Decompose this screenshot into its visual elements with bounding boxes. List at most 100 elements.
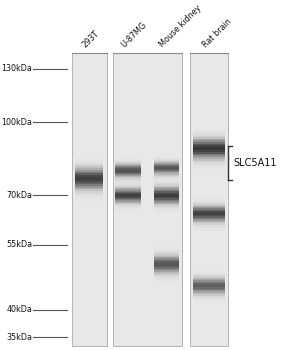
Bar — [75, 168, 103, 170]
Bar — [115, 180, 140, 181]
Bar — [154, 183, 179, 184]
Bar — [193, 301, 225, 303]
Bar — [193, 231, 225, 232]
Bar — [154, 170, 179, 171]
Bar — [154, 204, 179, 205]
Bar — [154, 184, 179, 186]
Bar — [115, 209, 140, 211]
Bar — [115, 205, 140, 207]
Bar — [154, 278, 179, 280]
Bar — [193, 135, 225, 137]
Text: Mouse kidney: Mouse kidney — [158, 4, 204, 49]
Text: 293T: 293T — [81, 28, 101, 49]
Bar — [75, 180, 103, 182]
Bar — [115, 186, 140, 187]
Bar — [193, 218, 225, 219]
Bar — [193, 299, 225, 300]
Text: 35kDa: 35kDa — [6, 333, 32, 342]
Bar — [115, 179, 140, 180]
Bar — [115, 202, 140, 203]
Bar — [115, 181, 140, 182]
Bar — [154, 173, 179, 174]
Bar — [193, 274, 225, 275]
Bar — [193, 144, 225, 145]
Bar — [154, 205, 179, 207]
Bar — [115, 203, 140, 204]
Bar — [154, 177, 179, 178]
Bar — [154, 175, 179, 177]
Bar — [154, 210, 179, 211]
Bar — [154, 174, 179, 175]
Bar — [154, 184, 179, 185]
Bar — [154, 251, 179, 253]
Bar — [193, 195, 225, 196]
Bar — [154, 207, 179, 208]
Bar — [75, 165, 103, 167]
Bar — [154, 168, 179, 169]
Bar — [193, 204, 225, 206]
Bar — [154, 160, 179, 161]
Bar — [193, 139, 225, 140]
Text: 130kDa: 130kDa — [1, 64, 32, 73]
Bar — [154, 211, 179, 213]
Bar — [154, 153, 179, 154]
Bar — [115, 159, 140, 160]
Bar — [75, 155, 103, 157]
Bar — [193, 126, 225, 128]
Bar — [193, 215, 225, 216]
Bar — [115, 197, 140, 198]
Bar — [113, 54, 182, 346]
Bar — [115, 184, 140, 186]
Bar — [154, 258, 179, 260]
Bar — [115, 156, 140, 157]
Bar — [193, 162, 225, 164]
Bar — [193, 296, 225, 297]
Bar — [154, 198, 179, 200]
Bar — [115, 161, 140, 162]
Bar — [75, 201, 103, 203]
Bar — [115, 183, 140, 184]
Bar — [154, 247, 179, 248]
Bar — [193, 140, 225, 142]
Bar — [190, 54, 228, 346]
Bar — [154, 273, 179, 275]
Bar — [193, 147, 225, 148]
Bar — [75, 160, 103, 161]
Bar — [154, 276, 179, 278]
Bar — [193, 208, 225, 210]
Bar — [193, 145, 225, 147]
Bar — [115, 177, 140, 178]
Bar — [154, 188, 179, 190]
Bar — [75, 195, 103, 197]
Bar — [193, 206, 225, 207]
Text: 100kDa: 100kDa — [1, 118, 32, 127]
Bar — [193, 278, 225, 279]
Bar — [115, 194, 140, 195]
Bar — [193, 233, 225, 235]
Bar — [154, 266, 179, 267]
Bar — [193, 137, 225, 139]
Bar — [193, 198, 225, 200]
Bar — [154, 281, 179, 283]
Bar — [154, 180, 179, 181]
Bar — [154, 177, 179, 178]
Bar — [115, 163, 140, 164]
Bar — [193, 225, 225, 226]
Bar — [115, 176, 140, 177]
Bar — [154, 169, 179, 170]
Bar — [193, 269, 225, 270]
Bar — [154, 254, 179, 256]
Bar — [115, 188, 140, 189]
Bar — [75, 175, 103, 177]
Bar — [193, 286, 225, 287]
Bar — [154, 280, 179, 281]
Bar — [193, 300, 225, 301]
Bar — [193, 283, 225, 285]
Bar — [154, 213, 179, 215]
Bar — [193, 128, 225, 130]
Bar — [154, 182, 179, 183]
Bar — [154, 158, 179, 159]
Bar — [154, 269, 179, 270]
Text: SLC5A11: SLC5A11 — [234, 158, 277, 168]
Bar — [193, 287, 225, 288]
